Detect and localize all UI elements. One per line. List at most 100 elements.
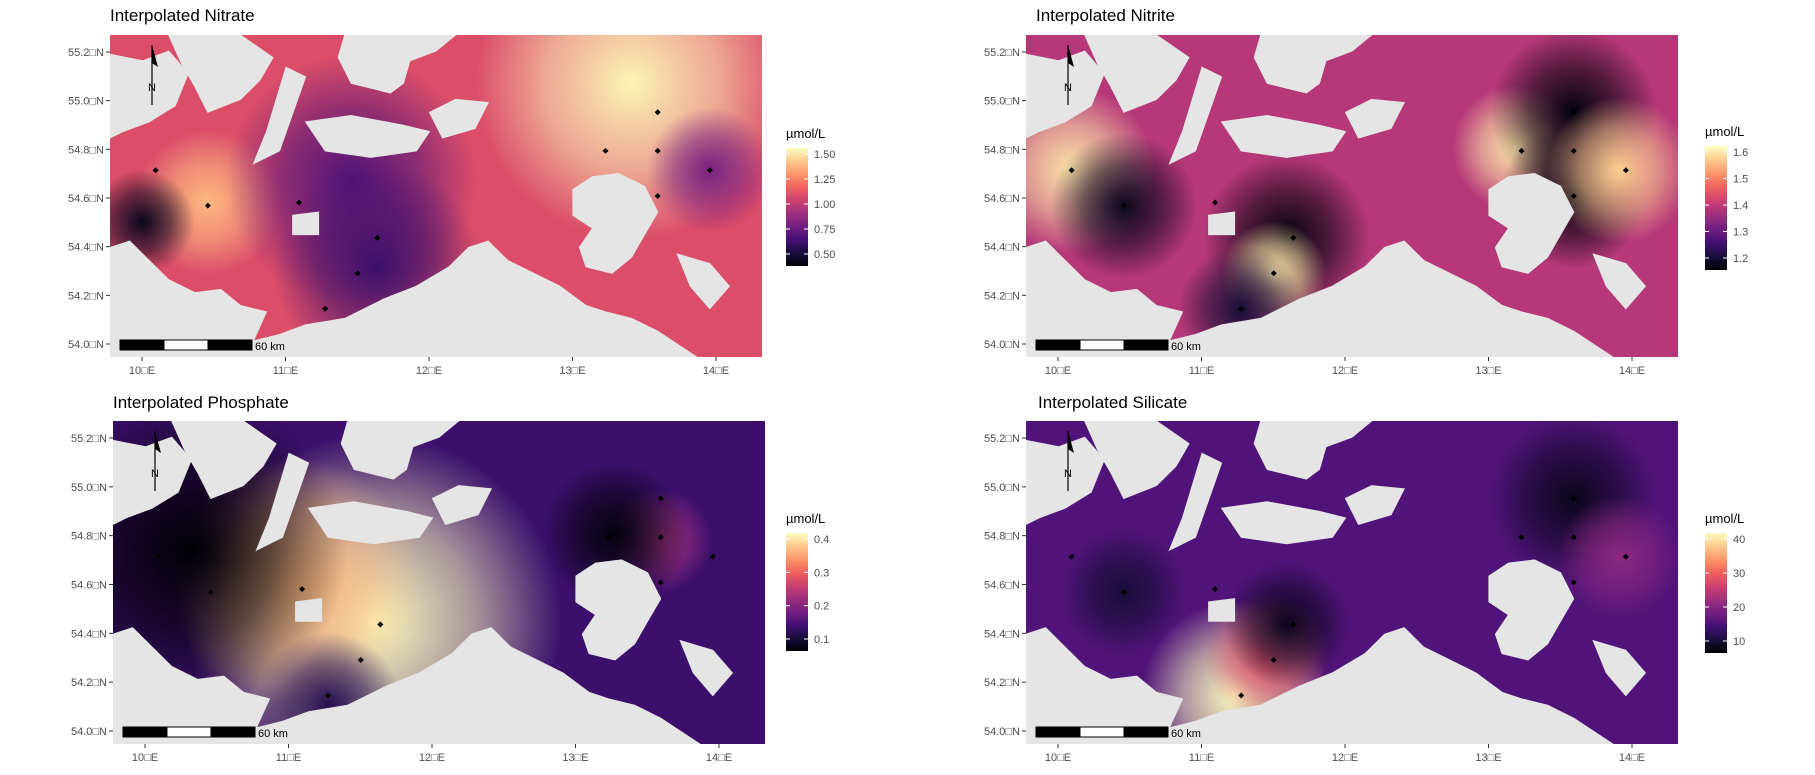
land-mass (1208, 598, 1236, 622)
y-tick-label: 54.0□N (68, 339, 104, 351)
x-tick-label: 12□E (416, 365, 442, 377)
station-marker (605, 534, 612, 541)
station-marker (1238, 305, 1245, 312)
station-marker (1570, 579, 1577, 586)
map-plot: N 60 km 55.2□N 55.0□N 54.8□N 54.6□N 54.4□N 54.2… (984, 421, 1745, 764)
legend-tick-label: 0.3 (814, 567, 829, 579)
station-marker (377, 621, 384, 628)
land-mass (171, 421, 277, 500)
land-mass (1084, 35, 1190, 113)
scale-bar-segment (1035, 726, 1081, 738)
x-tick-label: 14□E (1619, 752, 1645, 764)
y-tick-label: 55.2□N (984, 433, 1020, 445)
station-marker (1120, 589, 1127, 596)
y-tick-label: 54.8□N (71, 531, 107, 543)
scale-label: 60 km (258, 728, 288, 740)
y-tick-label: 54.2□N (984, 290, 1020, 302)
north-arrow-icon (1068, 431, 1074, 453)
land-mass (113, 627, 701, 744)
y-tick-label: 54.4□N (984, 628, 1020, 640)
legend-tick-label: 0.4 (814, 534, 829, 546)
station-marker (654, 147, 661, 154)
x-tick-label: 10□E (132, 752, 158, 764)
silicate-panel: Interpolated Silicate N 60 km 55.2□N 55.0□N… (907, 385, 1815, 770)
land-mass (428, 98, 489, 139)
legend-tick-label: 1.2 (1733, 253, 1748, 265)
x-tick-label: 11□E (276, 752, 301, 764)
y-tick-label: 54.6□N (71, 580, 107, 592)
scale-bar-segment (119, 339, 165, 351)
map-plot: N 60 km 55.2□N 55.0□N 54.8□N 54.6□N 54.4□N 54.2… (71, 421, 829, 764)
station-marker (1570, 534, 1577, 541)
y-tick-label: 54.4□N (71, 628, 107, 640)
x-tick-label: 14□E (706, 752, 732, 764)
legend-colorbar (786, 533, 808, 651)
station-marker (1290, 234, 1297, 241)
y-tick-label: 54.0□N (984, 339, 1020, 351)
y-tick-label: 54.2□N (68, 290, 104, 302)
land-mass (252, 66, 307, 165)
land-mass (255, 452, 310, 552)
station-marker (1570, 495, 1577, 502)
x-tick-label: 10□E (1045, 365, 1071, 377)
land-mass (575, 559, 662, 661)
land-mass (1344, 485, 1405, 525)
station-marker (374, 234, 381, 241)
nitrate-panel: Interpolated Nitrate N 60 km 55.2□N 55.0□N 5… (0, 0, 907, 385)
north-arrow-icon (155, 431, 161, 453)
station-marker (1068, 553, 1075, 560)
legend-tick-label: 1.00 (814, 199, 835, 211)
map-plot: N 60 km 55.2□N 55.0□N 54.8□N 54.6□N 54.4□N 54.2… (68, 35, 835, 377)
panel-title: Interpolated Nitrite (1036, 6, 1175, 25)
station-marker (152, 167, 159, 174)
y-tick-label: 54.2□N (984, 677, 1020, 689)
north-label: N (1064, 82, 1072, 94)
land-mass (1168, 452, 1223, 552)
legend-tick-label: 0.50 (814, 249, 835, 261)
station-marker (204, 202, 211, 209)
y-tick-label: 54.6□N (984, 193, 1020, 205)
panel-title: Interpolated Silicate (1038, 393, 1188, 412)
x-tick-label: 14□E (1619, 365, 1645, 377)
station-marker (1622, 167, 1629, 174)
x-tick-label: 13□E (559, 365, 585, 377)
station-marker (1622, 553, 1629, 560)
legend-tick-label: 40 (1733, 534, 1745, 546)
land-mass (1592, 639, 1647, 697)
station-marker (1570, 147, 1577, 154)
land-mass (1220, 114, 1347, 158)
y-tick-label: 54.6□N (68, 193, 104, 205)
legend-title: µmol/L (786, 511, 825, 526)
station-marker (654, 109, 661, 116)
y-tick-label: 54.8□N (68, 144, 104, 156)
station-marker (1518, 147, 1525, 154)
legend-tick-label: 1.4 (1733, 200, 1748, 212)
station-marker (1270, 270, 1277, 277)
x-tick-label: 12□E (1332, 752, 1358, 764)
station-marker (1270, 657, 1277, 664)
legend-title: µmol/L (1705, 124, 1744, 139)
land-mass (1026, 240, 1614, 357)
station-marker (325, 692, 332, 699)
land-mass (1488, 172, 1575, 274)
y-tick-label: 55.2□N (68, 47, 104, 59)
station-marker (1120, 202, 1127, 209)
land-mass (168, 35, 274, 113)
station-marker (709, 553, 716, 560)
land-mass (431, 485, 492, 525)
legend-title: µmol/L (1705, 511, 1744, 526)
station-marker (602, 147, 609, 154)
y-tick-label: 55.2□N (984, 47, 1020, 59)
y-tick-label: 55.0□N (68, 96, 104, 108)
x-tick-label: 10□E (1045, 752, 1071, 764)
legend-tick-label: 1.5 (1733, 174, 1748, 186)
x-tick-label: 12□E (419, 752, 445, 764)
station-marker (657, 495, 664, 502)
legend-tick-label: 20 (1733, 602, 1745, 614)
scale-bar-segment (122, 726, 168, 738)
legend-colorbar (1705, 146, 1727, 270)
legend-tick-label: 0.75 (814, 224, 835, 236)
land-mass (1253, 35, 1373, 94)
panel-title: Interpolated Nitrate (110, 6, 255, 25)
land-mass (1026, 436, 1105, 525)
